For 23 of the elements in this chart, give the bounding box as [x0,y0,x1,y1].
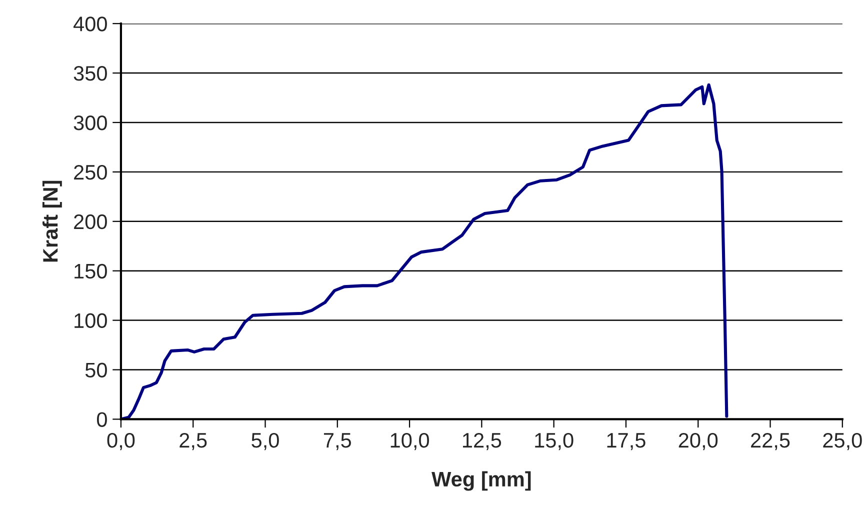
y-tick-label: 150 [74,264,107,279]
x-tick-label: 12,5 [462,432,502,450]
x-tick-label: 15,0 [535,432,574,450]
x-tick-label: 25,0 [823,432,862,450]
x-tick-label: 22,5 [751,432,790,450]
y-tick-label: 0 [96,412,107,427]
y-tick-label: 50 [85,362,107,378]
x-axis-title: Weg [mm] [432,471,531,491]
x-tick-label: 10,0 [390,432,429,450]
x-tick-label: 2,5 [180,432,207,450]
y-tick-label: 200 [74,214,107,230]
x-tick-label: 5,0 [252,432,279,450]
line-series [120,83,728,420]
y-tick-label: 300 [74,115,107,130]
x-tick-label: 20,0 [678,432,718,450]
x-tick-label: 0,0 [107,432,135,450]
x-tick-label: 7,5 [324,433,351,450]
x-tick-label: 17,5 [607,433,646,450]
y-tick-label: 100 [74,313,107,328]
y-tick-label: 400 [73,16,107,32]
y-axis-title: Kraft [N] [42,180,62,262]
y-tick-label: 350 [74,66,107,81]
y-tick-label: 250 [74,164,107,180]
